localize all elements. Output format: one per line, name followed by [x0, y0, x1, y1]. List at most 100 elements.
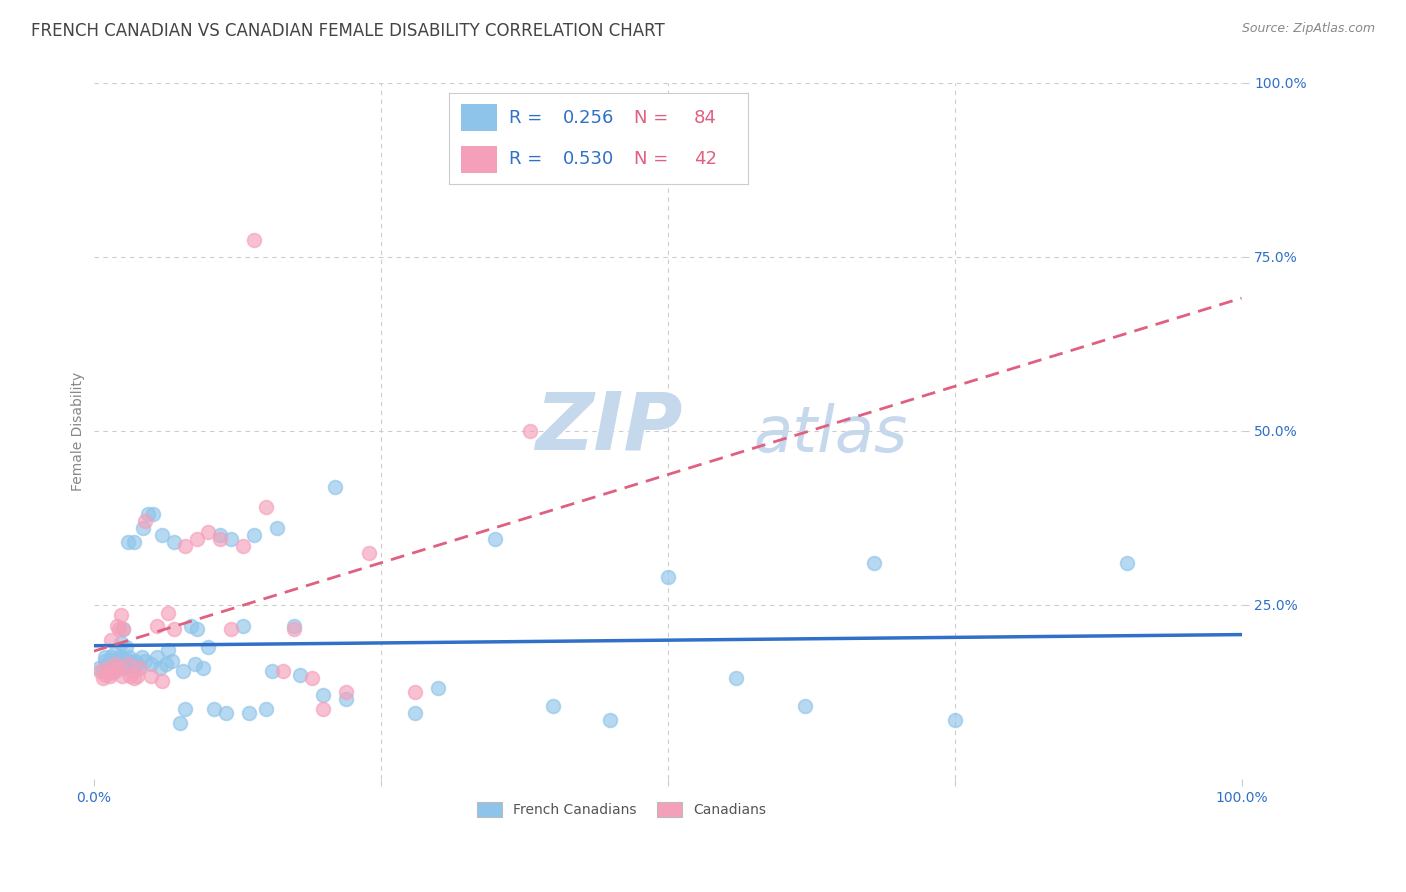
Point — [122, 671, 145, 685]
Point — [91, 664, 114, 678]
Point — [232, 539, 254, 553]
Point — [312, 702, 335, 716]
Point — [863, 556, 886, 570]
Point — [131, 650, 153, 665]
Point — [484, 532, 506, 546]
Point — [163, 535, 186, 549]
Point — [110, 608, 132, 623]
Point — [139, 657, 162, 671]
Point — [142, 508, 165, 522]
Point — [112, 660, 135, 674]
Point — [107, 657, 129, 671]
Point — [160, 654, 183, 668]
Point — [186, 622, 208, 636]
Point — [114, 654, 136, 668]
Point — [120, 669, 142, 683]
Point — [290, 667, 312, 681]
Point — [157, 643, 180, 657]
Point — [426, 681, 449, 696]
Point — [335, 691, 357, 706]
Point — [180, 619, 202, 633]
Point — [174, 539, 197, 553]
Point — [152, 674, 174, 689]
Point — [232, 619, 254, 633]
Point — [155, 657, 177, 671]
Legend: French Canadians, Canadians: French Canadians, Canadians — [470, 796, 773, 824]
Point — [335, 685, 357, 699]
Point — [111, 669, 134, 683]
Point — [301, 671, 323, 685]
Point — [89, 664, 111, 678]
Point — [97, 664, 120, 678]
Y-axis label: Female Disability: Female Disability — [72, 371, 86, 491]
Point — [243, 528, 266, 542]
Point — [128, 660, 150, 674]
Point — [186, 532, 208, 546]
Point — [114, 640, 136, 654]
Point — [101, 654, 124, 668]
Point — [519, 424, 541, 438]
Point — [110, 636, 132, 650]
Point — [103, 664, 125, 678]
Point — [794, 698, 817, 713]
Point — [134, 654, 156, 668]
Point — [117, 657, 139, 671]
Point — [108, 650, 131, 665]
Point — [145, 650, 167, 665]
Point — [118, 650, 141, 665]
Point — [174, 702, 197, 716]
Point — [94, 654, 117, 668]
Point — [221, 532, 243, 546]
Point — [108, 660, 131, 674]
Point — [114, 660, 136, 674]
Point — [139, 669, 162, 683]
Point — [404, 706, 426, 720]
Point — [197, 640, 219, 654]
Point — [260, 664, 283, 678]
Point — [110, 660, 132, 674]
Point — [100, 660, 122, 674]
Point — [1115, 556, 1137, 570]
Point — [208, 532, 231, 546]
Point — [145, 619, 167, 633]
Point — [94, 650, 117, 665]
Point — [202, 702, 225, 716]
Point — [89, 660, 111, 674]
Point — [124, 654, 146, 668]
Point — [157, 607, 180, 621]
Point — [725, 671, 748, 685]
Point — [107, 660, 129, 674]
Point — [312, 689, 335, 703]
Point — [96, 660, 118, 674]
Text: Source: ZipAtlas.com: Source: ZipAtlas.com — [1241, 22, 1375, 36]
Point — [117, 657, 139, 671]
Point — [127, 669, 149, 683]
Point — [132, 521, 155, 535]
Point — [943, 713, 966, 727]
Point — [100, 632, 122, 647]
Point — [271, 664, 294, 678]
Point — [103, 647, 125, 661]
Point — [238, 706, 260, 720]
Point — [254, 702, 277, 716]
Point — [120, 657, 142, 671]
Point — [122, 535, 145, 549]
Point — [134, 515, 156, 529]
Text: atlas: atlas — [754, 403, 908, 466]
Point — [105, 619, 128, 633]
Point — [266, 521, 288, 535]
Point — [91, 671, 114, 685]
Point — [283, 622, 305, 636]
Point — [323, 480, 346, 494]
Point — [657, 570, 679, 584]
Point — [243, 233, 266, 247]
Point — [117, 535, 139, 549]
Point — [191, 660, 214, 674]
Point — [96, 657, 118, 671]
Point — [103, 657, 125, 671]
Point — [172, 664, 194, 678]
Point — [254, 500, 277, 515]
Point — [121, 664, 143, 678]
Point — [105, 660, 128, 674]
Point — [541, 698, 564, 713]
